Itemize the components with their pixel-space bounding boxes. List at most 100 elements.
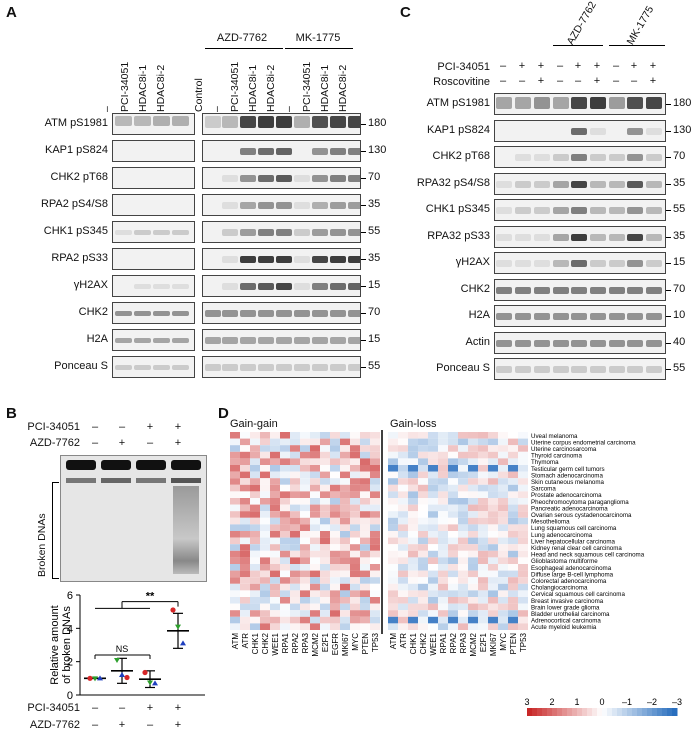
legend-swatch bbox=[527, 708, 533, 716]
heat-cell-left bbox=[340, 590, 350, 597]
c-blot-strip bbox=[494, 146, 666, 168]
heat-cell-right bbox=[408, 511, 418, 518]
heat-cell-right bbox=[438, 471, 448, 479]
heat-cell-left bbox=[300, 603, 310, 611]
heat-cell-left bbox=[360, 458, 370, 465]
heat-cell-right bbox=[488, 465, 498, 472]
c-mw-marker: 10 bbox=[673, 309, 686, 321]
heat-cell-right bbox=[418, 590, 428, 597]
heat-cell-left bbox=[320, 491, 330, 498]
heat-cell-right bbox=[428, 438, 438, 446]
lane-label-right: – bbox=[283, 106, 295, 112]
heat-cell-left bbox=[260, 491, 270, 498]
blot-strip-right bbox=[202, 221, 361, 243]
cancer-label: Adrenocortical carcinoma bbox=[531, 618, 601, 625]
heat-cell-left bbox=[340, 484, 350, 492]
heat-cell-right bbox=[468, 498, 478, 505]
heat-cell-left bbox=[350, 465, 360, 472]
heat-cell-left bbox=[270, 451, 280, 459]
heat-cell-left bbox=[330, 438, 340, 446]
heat-cell-right bbox=[508, 432, 518, 439]
heat-cell-left bbox=[290, 471, 300, 479]
heat-cell-right bbox=[498, 570, 508, 578]
heat-cell-left bbox=[290, 445, 300, 452]
heat-cell-right bbox=[448, 557, 458, 564]
blot-band bbox=[276, 202, 292, 209]
heat-cell-right bbox=[488, 597, 498, 604]
blot-band bbox=[348, 202, 360, 209]
mw-marker: 15 bbox=[368, 333, 381, 345]
group-c-mk-line bbox=[609, 45, 665, 46]
heat-cell-right bbox=[398, 544, 408, 551]
blot-band bbox=[276, 364, 292, 371]
heatmap-title-left: Gain-gain bbox=[230, 418, 278, 430]
heat-cell-right bbox=[448, 577, 458, 584]
heat-cell-right bbox=[468, 550, 478, 558]
heat-cell-right bbox=[398, 623, 408, 630]
heat-cell-left bbox=[360, 603, 370, 611]
heat-cell-right bbox=[478, 491, 488, 498]
gene-label-right: MCM2 bbox=[469, 632, 478, 656]
heat-cell-left bbox=[330, 610, 340, 617]
heat-cell-left bbox=[270, 531, 280, 538]
heat-cell-left bbox=[290, 570, 300, 578]
heat-cell-right bbox=[478, 623, 488, 630]
heat-cell-left bbox=[370, 603, 380, 611]
heat-cell-left bbox=[240, 550, 250, 558]
heat-cell-left bbox=[360, 564, 370, 571]
heat-cell-left bbox=[300, 610, 310, 617]
heat-cell-right bbox=[418, 537, 428, 545]
heat-cell-left bbox=[250, 491, 260, 498]
blot-band bbox=[330, 364, 346, 371]
heat-cell-left bbox=[340, 471, 350, 479]
blot-band bbox=[258, 283, 274, 290]
heat-cell-left bbox=[340, 570, 350, 578]
heat-cell-right bbox=[508, 511, 518, 518]
heat-cell-left bbox=[250, 597, 260, 604]
heat-cell-left bbox=[330, 451, 340, 459]
heat-cell-right bbox=[428, 511, 438, 518]
gene-label-right: CHK1 bbox=[409, 632, 418, 654]
heat-cell-left bbox=[360, 432, 370, 439]
heat-cell-right bbox=[408, 550, 418, 558]
heat-cell-right bbox=[408, 557, 418, 564]
blot-band bbox=[348, 116, 360, 128]
heat-cell-right bbox=[448, 603, 458, 611]
heat-cell-right bbox=[508, 484, 518, 492]
heat-cell-right bbox=[408, 544, 418, 551]
heat-cell-right bbox=[498, 438, 508, 446]
blot-band bbox=[646, 313, 662, 320]
heat-cell-left bbox=[350, 616, 360, 624]
heat-cell-left bbox=[230, 570, 240, 578]
heat-cell-right bbox=[418, 458, 428, 465]
heat-cell-left bbox=[350, 597, 360, 604]
legend-swatch bbox=[642, 708, 648, 716]
legend-tick: 3 bbox=[524, 697, 529, 707]
blot-band bbox=[205, 310, 221, 317]
blot-band bbox=[276, 310, 292, 317]
b-bottom-azd-sign: + bbox=[118, 719, 126, 731]
heat-cell-left bbox=[310, 465, 320, 472]
heat-cell-right bbox=[458, 564, 468, 571]
heat-cell-left bbox=[250, 504, 260, 512]
heat-cell-right bbox=[488, 458, 498, 465]
heat-cell-right bbox=[498, 504, 508, 512]
heat-cell-left bbox=[280, 484, 290, 492]
heat-cell-right bbox=[458, 583, 468, 591]
heat-cell-right bbox=[488, 484, 498, 492]
heat-cell-left bbox=[350, 458, 360, 465]
blot-strip-right bbox=[202, 356, 361, 378]
blot-band bbox=[627, 313, 643, 320]
c-blot-row-label: ATM pS1981 bbox=[426, 97, 490, 109]
blot-band bbox=[153, 365, 170, 370]
legend-tick: 0 bbox=[599, 697, 604, 707]
heat-cell-left bbox=[350, 577, 360, 584]
heat-cell-right bbox=[398, 610, 408, 617]
blot-band bbox=[115, 338, 132, 343]
c-pci-sign: + bbox=[574, 60, 582, 72]
legend-swatch bbox=[562, 708, 568, 716]
heat-cell-right bbox=[508, 517, 518, 525]
blot-band bbox=[590, 180, 606, 188]
c-blot-strip bbox=[494, 278, 666, 301]
heat-cell-left bbox=[370, 498, 380, 505]
